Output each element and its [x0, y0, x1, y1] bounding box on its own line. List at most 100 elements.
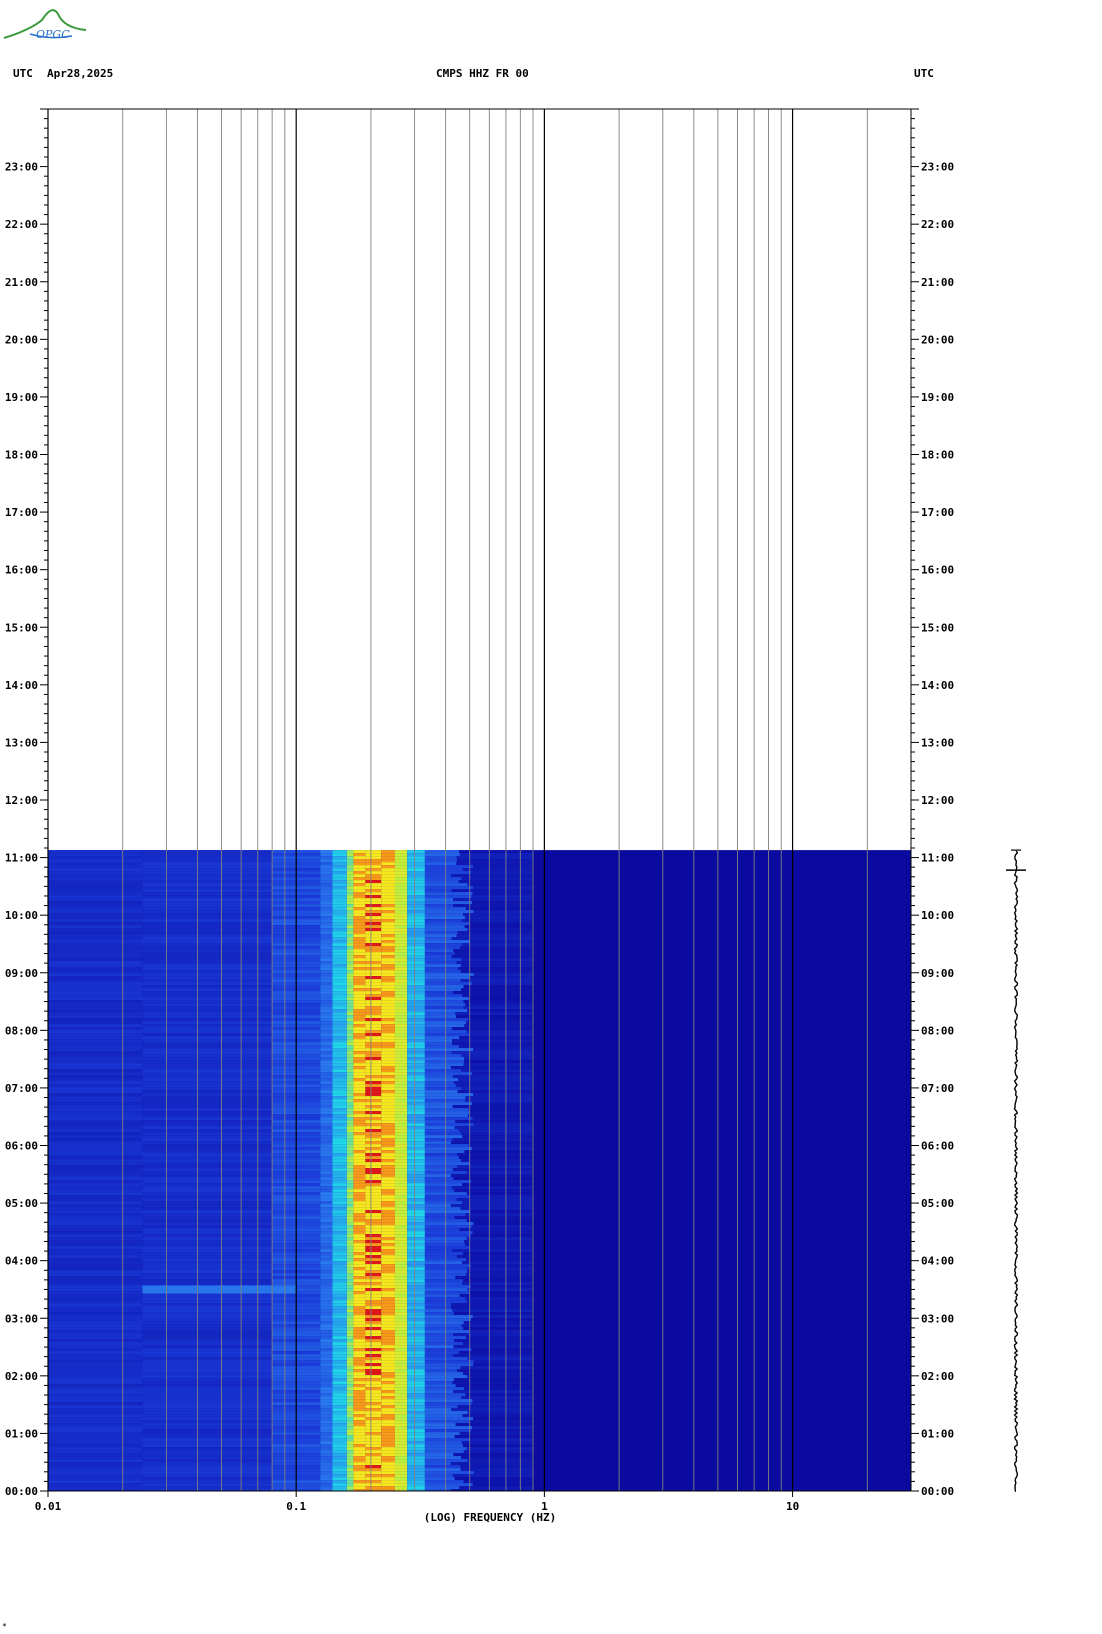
band-peak — [365, 1486, 382, 1490]
spectrogram-row — [48, 1258, 534, 1262]
band-tail — [460, 1465, 534, 1469]
band-peak-left — [353, 1252, 366, 1256]
band-yg — [346, 1198, 354, 1202]
band-tail — [466, 1273, 534, 1277]
band-peak — [365, 1105, 382, 1109]
band-lowmid — [142, 1330, 273, 1334]
band-peak — [365, 1324, 382, 1328]
band-peak-left — [353, 856, 366, 860]
band-cyan-right — [407, 1327, 425, 1331]
band-cyan-right — [407, 1192, 425, 1196]
band-low — [48, 943, 143, 947]
band-low — [48, 1135, 143, 1139]
band-tail — [467, 1267, 534, 1271]
band-lowmid — [142, 1063, 273, 1067]
band-peak-left — [353, 919, 366, 923]
spectrogram-row — [48, 1090, 534, 1094]
band-yg-right — [394, 1153, 408, 1157]
band-cyan-right — [407, 1228, 425, 1232]
band-lowmid — [142, 1180, 273, 1184]
band-yg-right — [394, 1306, 408, 1310]
band-tail — [461, 1441, 534, 1445]
band-lightblue — [320, 961, 333, 965]
band-tail — [472, 1072, 534, 1076]
band-lightblue — [320, 898, 333, 902]
band-yg — [346, 949, 354, 953]
band-lightblue — [320, 1474, 333, 1478]
band-cyan-right — [407, 1090, 425, 1094]
band-lowmid — [142, 1411, 273, 1415]
band-lowmid — [142, 1309, 273, 1313]
band-yg — [346, 1474, 354, 1478]
band-peak-left — [353, 1207, 366, 1211]
band-lightblue — [320, 973, 333, 977]
band-cyan-right — [407, 1282, 425, 1286]
band-peak — [365, 976, 382, 980]
band-lightblue — [320, 1333, 333, 1337]
y-tick-label-right: 21:00 — [921, 276, 954, 289]
band-yg — [346, 1279, 354, 1283]
band-peak — [365, 877, 382, 881]
band-tail — [455, 1012, 534, 1016]
spectrogram-row — [48, 973, 534, 977]
band-cyan — [332, 1372, 347, 1376]
band-peak-right — [381, 1366, 395, 1370]
band-tail — [461, 958, 534, 962]
band-cyan — [332, 1390, 347, 1394]
band-peak — [365, 1012, 382, 1016]
band-lowmid — [142, 1399, 273, 1403]
band-peak-left — [353, 1096, 366, 1100]
spectrogram-row — [48, 1177, 534, 1181]
band-peak-left — [353, 1399, 366, 1403]
band-peak-right — [381, 973, 395, 977]
band-low — [48, 1441, 143, 1445]
band-peak-right — [381, 1174, 395, 1178]
band-tail — [469, 1111, 534, 1115]
band-peak-left — [353, 961, 366, 965]
band-yg — [346, 1483, 354, 1487]
spectrogram-row — [48, 1063, 534, 1067]
band-peak — [365, 1363, 382, 1367]
band-cyan — [332, 1306, 347, 1310]
band-cyan — [332, 1393, 347, 1397]
band-cyan — [332, 1330, 347, 1334]
band-cyan-right — [407, 979, 425, 983]
band-lightblue — [320, 1294, 333, 1298]
band-cyan — [332, 1357, 347, 1361]
band-cyan-right — [407, 1066, 425, 1070]
band-lowmid — [142, 1099, 273, 1103]
band-fade — [424, 874, 452, 878]
band-yg-right — [394, 919, 408, 923]
band-lightblue — [320, 1237, 333, 1241]
band-cyan — [332, 1240, 347, 1244]
band-tail — [472, 892, 534, 896]
band-low — [48, 1447, 143, 1451]
band-low — [48, 1387, 143, 1391]
band-cyan-right — [407, 1339, 425, 1343]
band-tail — [452, 1039, 534, 1043]
spectrogram-row — [48, 859, 534, 863]
band-peak-left — [353, 862, 366, 866]
band-cyan — [332, 958, 347, 962]
band-tail — [467, 1375, 534, 1379]
band-peak-left — [353, 1456, 366, 1460]
band-low — [48, 1018, 143, 1022]
band-low — [48, 1462, 143, 1466]
band-lightblue — [320, 1084, 333, 1088]
band-yg-right — [394, 1225, 408, 1229]
band-lightblue — [320, 940, 333, 944]
band-tail — [453, 949, 534, 953]
band-lowmid — [142, 934, 273, 938]
band-peak — [365, 1114, 382, 1118]
band-low — [48, 1360, 143, 1364]
band-yg — [346, 1165, 354, 1169]
band-peak — [365, 1429, 382, 1433]
band-lowmid — [142, 1273, 273, 1277]
band-yg — [346, 895, 354, 899]
band-peak-right — [381, 1027, 395, 1031]
band-tail — [463, 1000, 534, 1004]
band-yg-right — [394, 940, 408, 944]
spectrogram-row — [48, 1039, 534, 1043]
band-fade — [424, 1468, 461, 1472]
band-cyan-right — [407, 1408, 425, 1412]
